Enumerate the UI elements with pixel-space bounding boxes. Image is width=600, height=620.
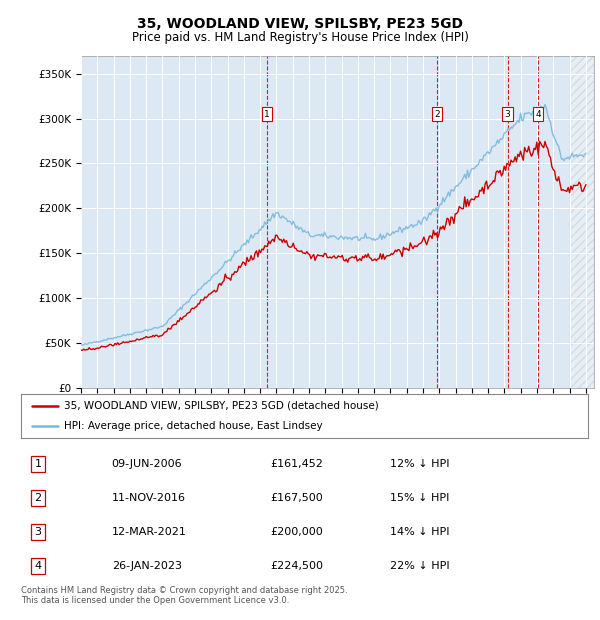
Text: Price paid vs. HM Land Registry's House Price Index (HPI): Price paid vs. HM Land Registry's House … [131,31,469,44]
Text: £200,000: £200,000 [271,527,323,537]
Text: 4: 4 [34,561,41,571]
Text: £224,500: £224,500 [271,561,323,571]
Text: £167,500: £167,500 [271,493,323,503]
Text: HPI: Average price, detached house, East Lindsey: HPI: Average price, detached house, East… [64,421,322,432]
Text: 09-JUN-2006: 09-JUN-2006 [112,459,182,469]
Bar [569,56,594,388]
Text: 2: 2 [434,110,440,118]
Text: 26-JAN-2023: 26-JAN-2023 [112,561,182,571]
Text: 2: 2 [34,493,41,503]
Text: £161,452: £161,452 [271,459,323,469]
Text: 22% ↓ HPI: 22% ↓ HPI [389,561,449,571]
Text: 3: 3 [35,527,41,537]
Text: 15% ↓ HPI: 15% ↓ HPI [389,493,449,503]
Text: 14% ↓ HPI: 14% ↓ HPI [389,527,449,537]
Text: 1: 1 [35,459,41,469]
Text: 4: 4 [535,110,541,118]
Text: Contains HM Land Registry data © Crown copyright and database right 2025.
This d: Contains HM Land Registry data © Crown c… [21,586,347,605]
Text: 1: 1 [265,110,270,118]
Text: 35, WOODLAND VIEW, SPILSBY, PE23 5GD: 35, WOODLAND VIEW, SPILSBY, PE23 5GD [137,17,463,32]
Text: 11-NOV-2016: 11-NOV-2016 [112,493,186,503]
Text: 12% ↓ HPI: 12% ↓ HPI [389,459,449,469]
Text: 3: 3 [505,110,511,118]
Text: 35, WOODLAND VIEW, SPILSBY, PE23 5GD (detached house): 35, WOODLAND VIEW, SPILSBY, PE23 5GD (de… [64,401,378,411]
Text: 12-MAR-2021: 12-MAR-2021 [112,527,187,537]
